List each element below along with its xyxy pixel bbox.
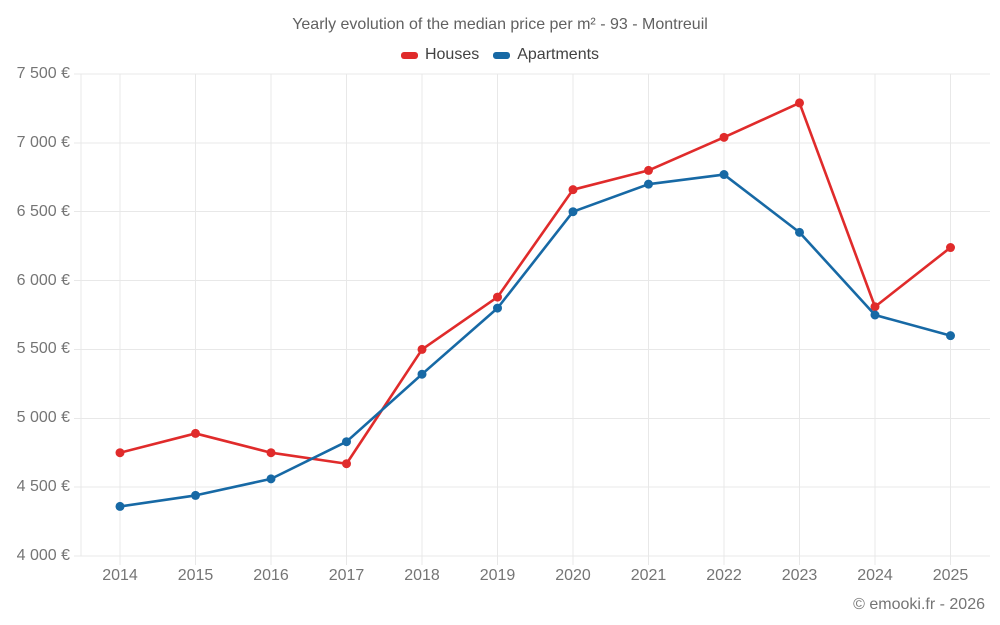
credit-text: © emooki.fr - 2026 [853,596,985,613]
y-axis-label: 7 500 € [16,65,70,82]
x-axis-label: 2019 [479,567,516,584]
data-point-apartments-2022 [719,170,729,180]
data-point-apartments-2021 [644,179,653,189]
x-axis-label: 2017 [328,567,365,584]
y-axis-label: 6 500 € [16,202,70,220]
data-point-apartments-2014 [115,501,125,511]
data-point-houses-2017 [342,459,351,469]
x-axis-label: 2016 [253,567,289,584]
data-point-apartments-2018 [417,369,427,379]
data-point-apartments-2025 [946,331,955,341]
data-point-apartments-2016 [266,474,276,484]
y-axis-label: 5 500 € [16,340,70,358]
chart-title: Yearly evolution of the median price per… [292,16,708,33]
apartments-series-swatch-icon [493,51,511,59]
legend-label-apartments: Apartments [517,46,600,63]
data-point-houses-2014 [115,448,125,458]
x-axis-label: 2022 [706,567,742,584]
y-axis-label: 6 000 € [16,271,70,289]
x-axis-label: 2014 [102,567,138,584]
x-axis-label: 2018 [404,567,440,584]
series-line-apartments [118,173,952,508]
data-point-apartments-2024 [870,310,880,320]
y-axis-label: 7 000 € [16,133,70,151]
data-point-houses-2025 [946,243,955,253]
data-point-houses-2015 [191,428,200,438]
x-axis-label: 2021 [630,567,667,584]
x-axis-label: 2015 [177,567,214,584]
x-axis-label: 2020 [555,567,591,584]
data-point-houses-2023 [795,98,804,108]
data-point-apartments-2019 [493,303,502,313]
y-axis-label: 4 000 € [16,547,70,564]
series-line-houses [118,101,952,466]
y-axis-label: 5 000 € [16,409,70,427]
data-point-apartments-2023 [795,227,804,237]
houses-series-swatch-icon [400,51,418,59]
legend: Houses Apartments [0,46,1000,64]
y-axis-label: 4 500 € [16,478,70,496]
data-point-houses-2016 [266,448,276,458]
data-point-houses-2024 [870,302,880,312]
data-point-houses-2019 [493,292,502,302]
data-point-houses-2020 [568,185,578,195]
data-point-houses-2018 [417,344,427,354]
x-axis-label: 2023 [781,567,818,584]
data-point-apartments-2020 [568,207,578,217]
data-point-houses-2022 [719,132,729,142]
legend-item-houses[interactable]: Houses [400,46,480,64]
data-point-apartments-2017 [342,437,351,447]
legend-item-apartments[interactable]: Apartments [493,46,599,64]
x-axis-label: 2025 [932,567,969,584]
data-point-houses-2021 [644,165,653,175]
legend-label-houses: Houses [424,46,480,63]
data-point-apartments-2015 [191,490,200,500]
x-axis-label: 2024 [857,567,893,584]
